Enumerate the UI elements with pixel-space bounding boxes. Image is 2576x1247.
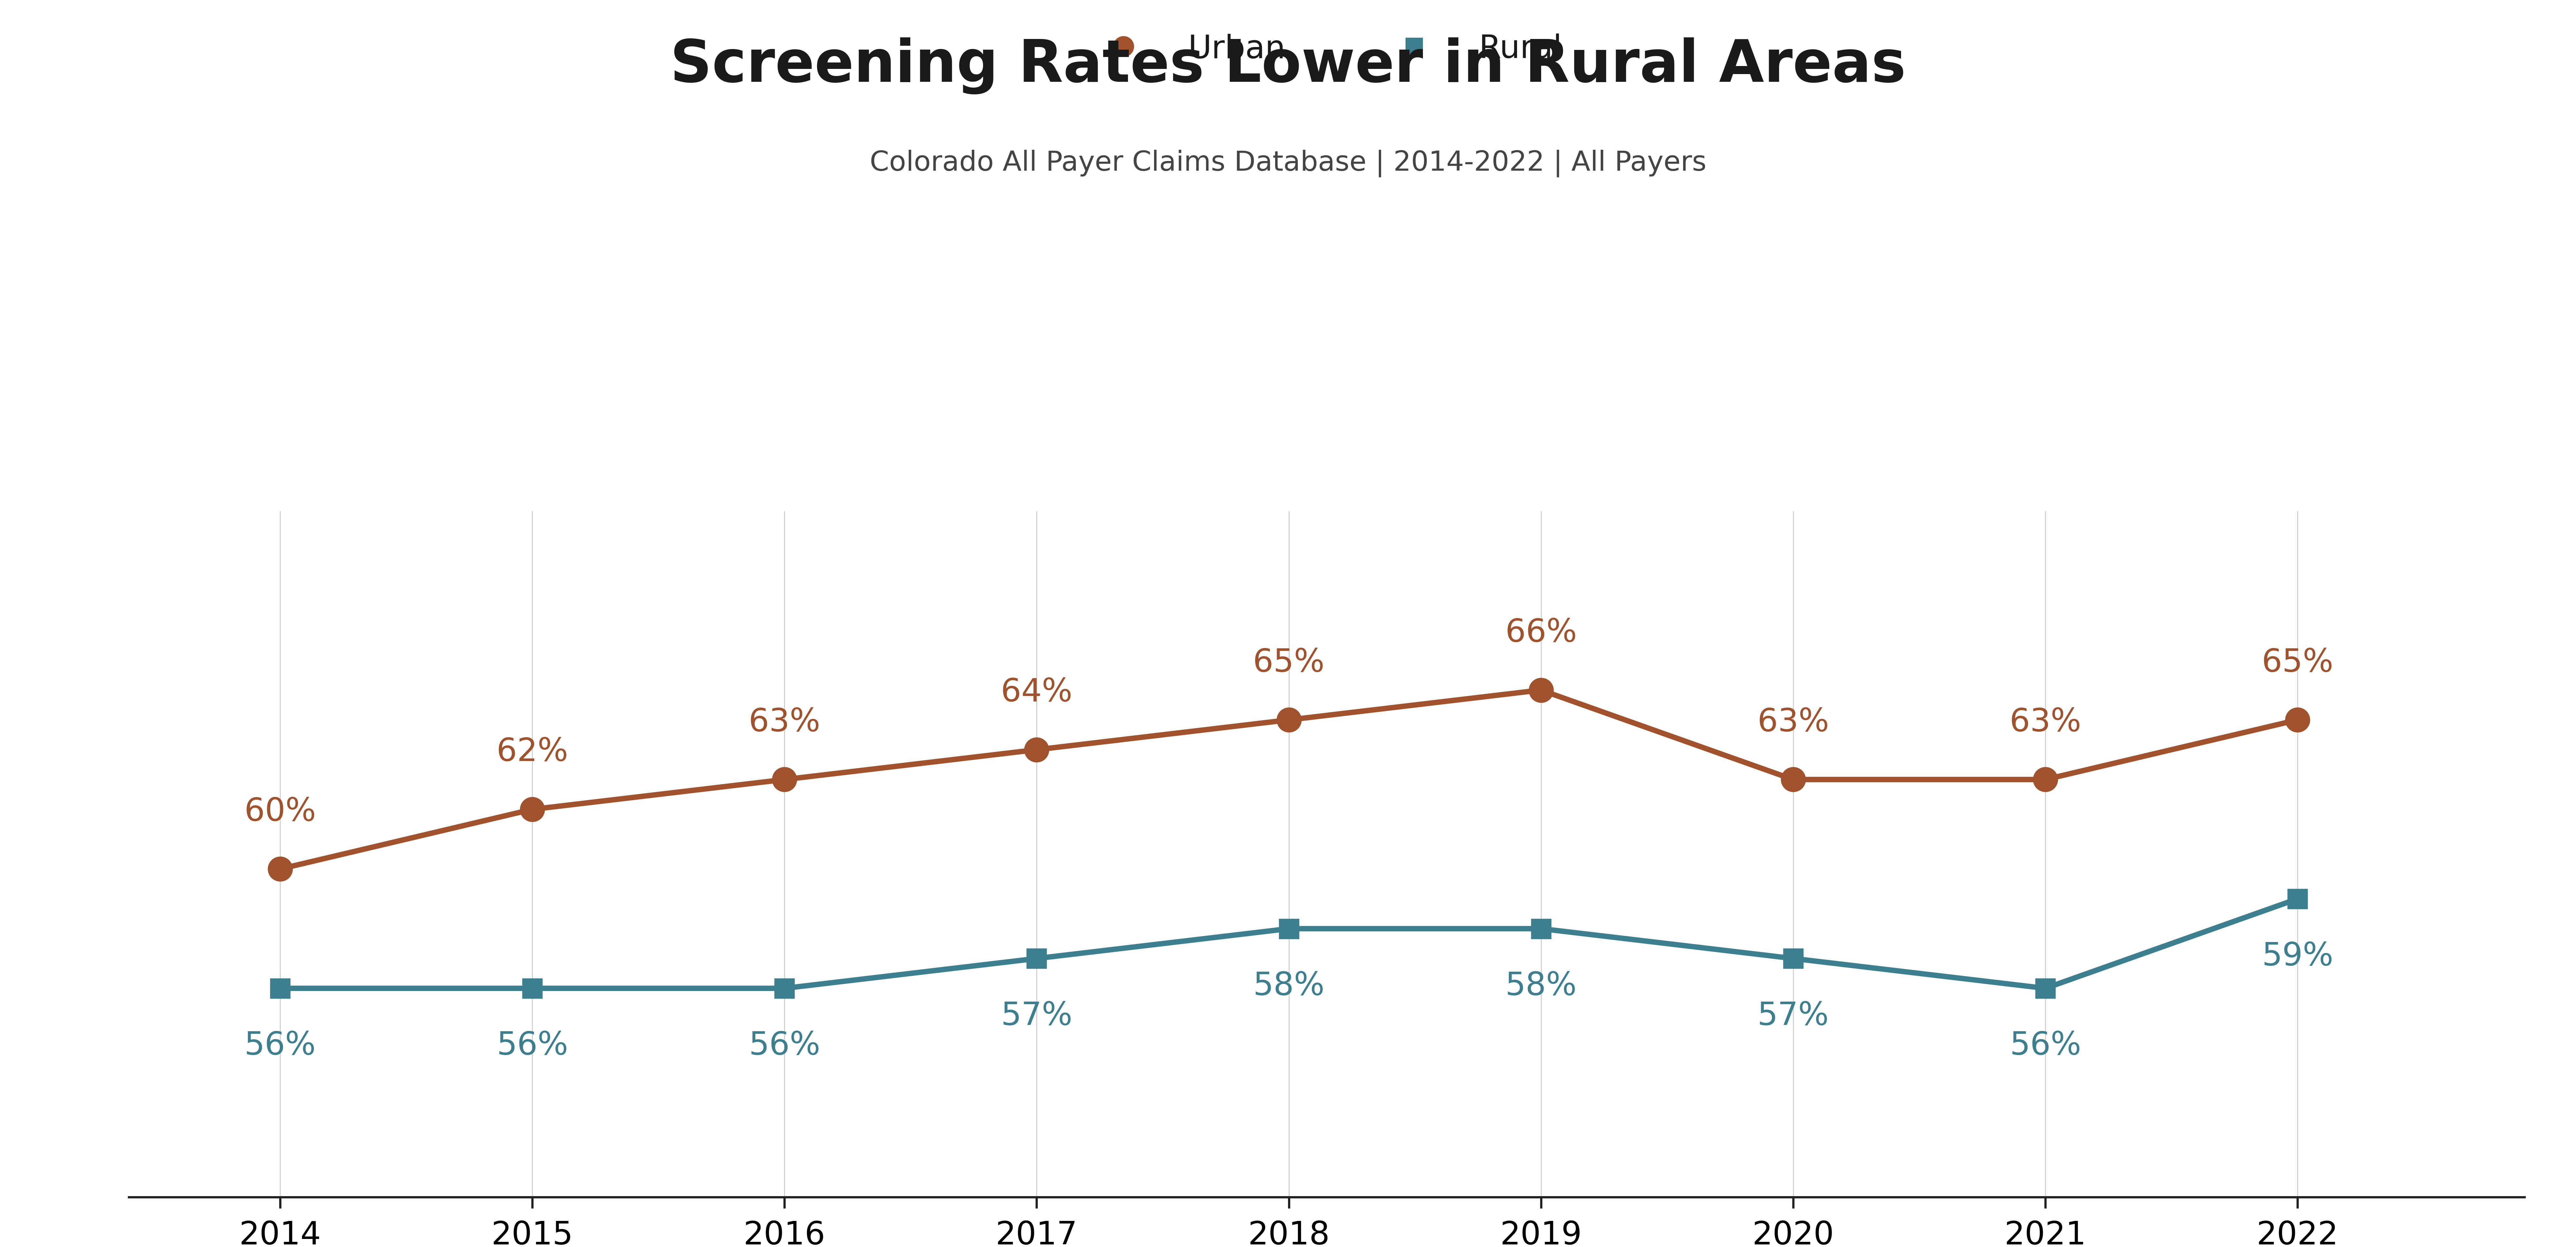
Text: 62%: 62% [497, 737, 569, 768]
Text: 63%: 63% [750, 707, 819, 738]
Text: 58%: 58% [1252, 970, 1324, 1001]
Legend: Urban, Rural: Urban, Rural [1092, 34, 1561, 65]
Text: 64%: 64% [1002, 677, 1072, 708]
Text: 59%: 59% [2262, 940, 2334, 971]
Text: 63%: 63% [1757, 707, 1829, 738]
Text: Colorado All Payer Claims Database | 2014-2022 | All Payers: Colorado All Payer Claims Database | 201… [871, 150, 1705, 177]
Text: Screening Rates Lower in Rural Areas: Screening Rates Lower in Rural Areas [670, 37, 1906, 95]
Text: 56%: 56% [245, 1030, 317, 1061]
Text: 56%: 56% [2009, 1030, 2081, 1061]
Text: 66%: 66% [1504, 617, 1577, 648]
Text: 63%: 63% [2009, 707, 2081, 738]
Text: 57%: 57% [1002, 1000, 1072, 1031]
Text: 65%: 65% [2262, 647, 2334, 678]
Text: 57%: 57% [1757, 1000, 1829, 1031]
Text: 60%: 60% [245, 796, 317, 827]
Text: 56%: 56% [497, 1030, 569, 1061]
Text: 58%: 58% [1504, 970, 1577, 1001]
Text: 65%: 65% [1252, 647, 1324, 678]
Text: 56%: 56% [750, 1030, 819, 1061]
